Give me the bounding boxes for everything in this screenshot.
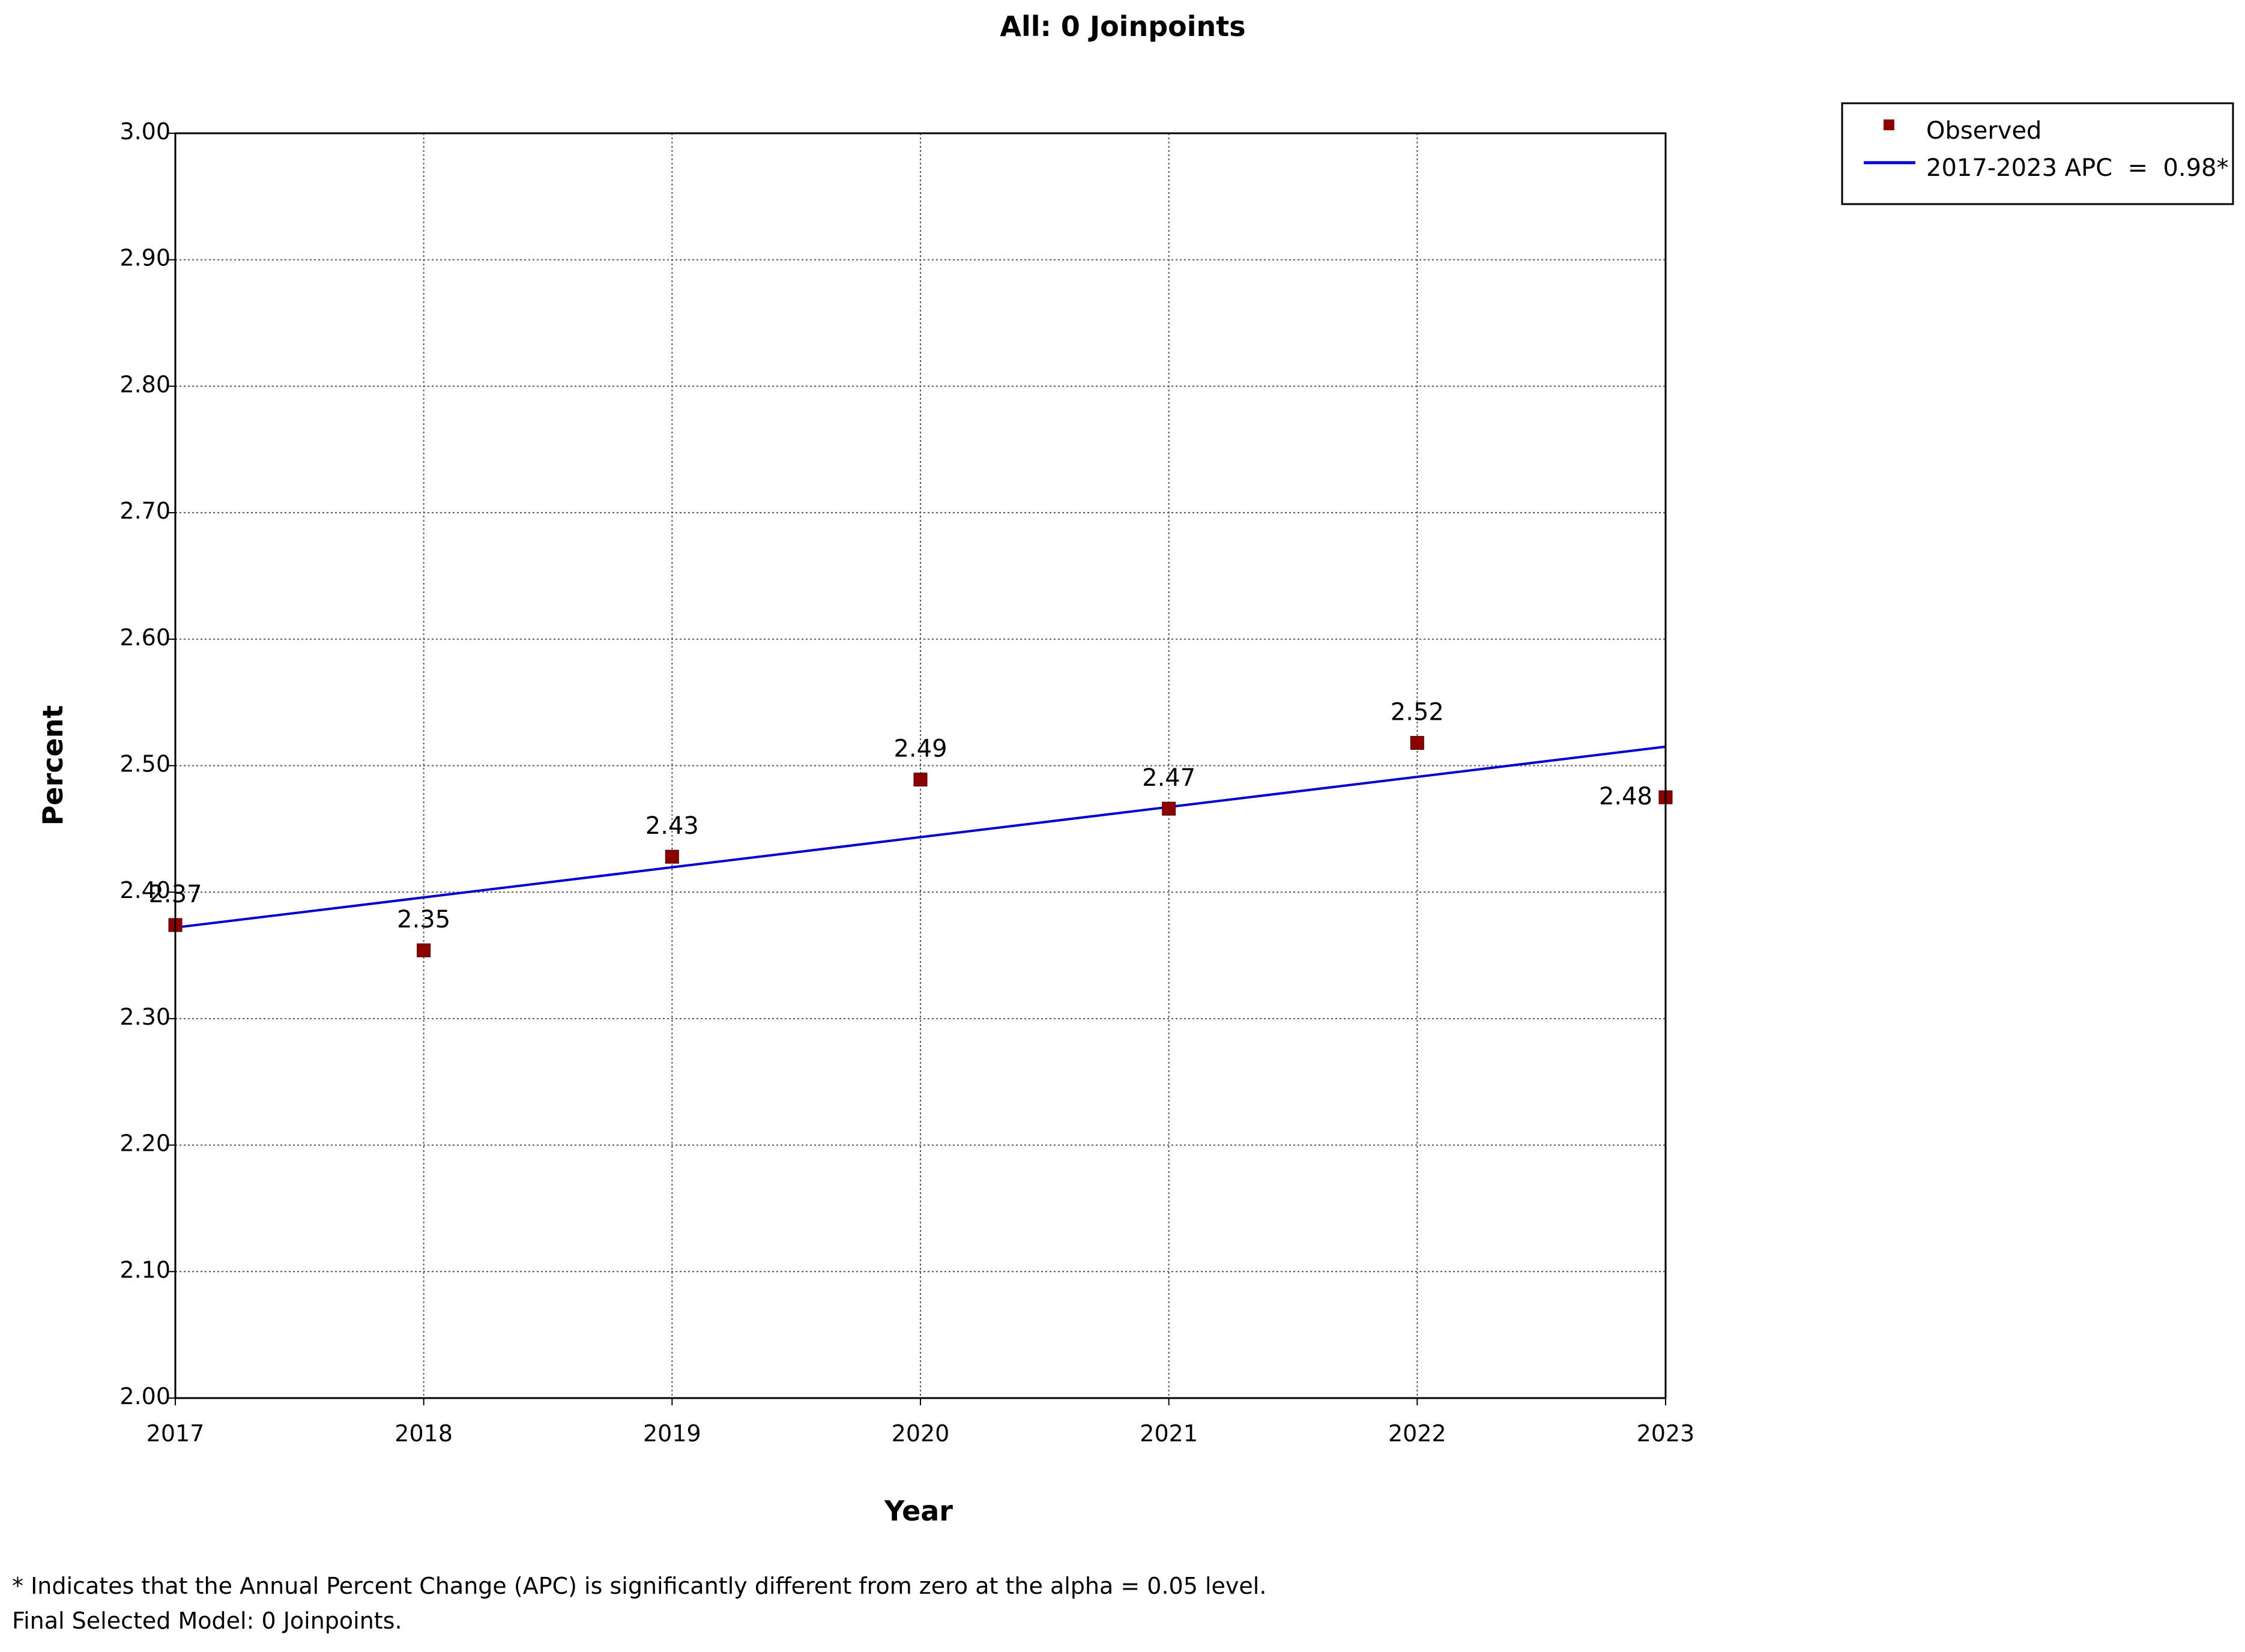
legend-entry-observed: Observed [1926, 117, 2041, 145]
x-tick-label: 2020 [892, 1420, 950, 1447]
observed-point [1410, 736, 1424, 750]
x-axis-label: Year [884, 1495, 953, 1527]
y-tick-label: 2.40 [119, 877, 171, 903]
data-label: 2.48 [1599, 783, 1652, 810]
x-tick-label: 2018 [394, 1420, 453, 1447]
y-tick-label: 2.70 [119, 498, 171, 524]
footnote-significance: * Indicates that the Annual Percent Chan… [12, 1573, 1266, 1599]
y-tick-label: 2.20 [119, 1130, 171, 1157]
observed-point [417, 943, 431, 957]
data-label: 2.49 [893, 735, 947, 763]
apc-trend-line [175, 745, 1666, 929]
plot-frame [174, 132, 1667, 1399]
legend-marker-observed [1884, 119, 1894, 130]
x-tick-label: 2017 [147, 1420, 205, 1447]
x-tick-label: 2019 [643, 1420, 701, 1447]
legend-entry-apc: 2017-2023 APC = 0.98* [1926, 154, 2229, 182]
x-tick-label: 2021 [1140, 1420, 1198, 1447]
y-tick-label: 2.90 [119, 245, 171, 271]
x-tick-label: 2023 [1637, 1420, 1695, 1447]
y-tick-label: 2.10 [119, 1256, 171, 1283]
y-tick-label: 3.00 [119, 118, 171, 145]
data-label: 2.43 [645, 812, 699, 840]
series-layer: 2.372.352.432.492.472.522.48 [148, 699, 1673, 957]
y-tick-label: 2.60 [119, 624, 171, 651]
data-label: 2.52 [1391, 699, 1444, 726]
legend-frame [1841, 102, 2234, 205]
x-tick-label: 2022 [1388, 1420, 1446, 1447]
data-label: 2.35 [397, 906, 450, 933]
y-tick-label: 2.80 [119, 371, 171, 397]
footnote-final-model: Final Selected Model: 0 Joinpoints. [12, 1608, 402, 1634]
observed-point [1162, 801, 1176, 816]
y-axis-label: Percent [37, 705, 69, 826]
y-tick-label: 2.30 [119, 1004, 171, 1030]
grid-layer [175, 133, 1666, 1399]
data-label: 2.47 [1142, 764, 1195, 792]
legend: Observed 2017-2023 APC = 0.98* [1841, 102, 2234, 205]
observed-point [665, 849, 679, 864]
axis-layer: 2.00 2.10 2.20 2.30 2.40 2.50 2.60 2.70 2.80 2.90… [119, 118, 1694, 1447]
chart-title: All: 0 Joinpoints [1000, 10, 1245, 43]
y-tick-label: 2.00 [119, 1383, 171, 1409]
y-tick-label: 2.50 [119, 751, 171, 777]
observed-point [913, 773, 928, 787]
